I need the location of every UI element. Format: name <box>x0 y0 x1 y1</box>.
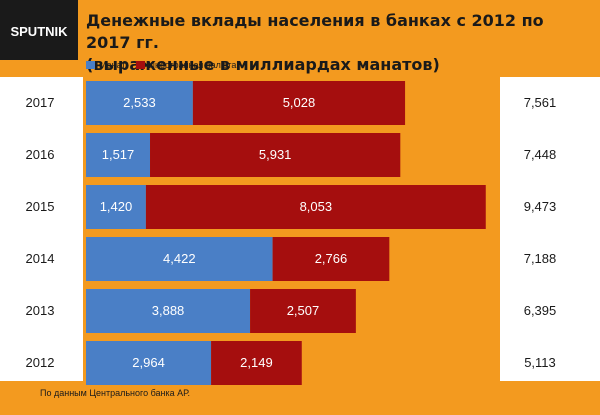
bar-label-manat-2012: 2,964 <box>132 355 165 370</box>
svg-text:SPUTNIK: SPUTNIK <box>10 24 68 39</box>
bar-manat-2014 <box>86 237 273 281</box>
bar-label-foreign-currency-2016: 5,931 <box>259 147 292 162</box>
legend-item-foreign-currency: Иностранная валюта <box>135 60 237 70</box>
bar-label-foreign-currency-2013: 2,507 <box>287 303 320 318</box>
chart-title-line-1: Денежные вклады населения в банках с 201… <box>86 11 544 52</box>
bar-foreign-currency-2013 <box>250 289 356 333</box>
bar-manat-2016 <box>86 133 151 177</box>
legend-label-foreign-currency: Иностранная валюта <box>148 60 237 70</box>
legend-item-manat: Манат <box>86 60 126 70</box>
bar-foreign-currency-2015 <box>145 185 486 229</box>
bar-foreign-currency-2016 <box>150 133 401 177</box>
bar-label-manat-2014: 4,422 <box>163 251 196 266</box>
bar-foreign-currency-2017 <box>192 81 406 125</box>
bar-foreign-currency-2014 <box>272 237 390 281</box>
bar-label-manat-2015: 1,420 <box>100 199 133 214</box>
bar-label-foreign-currency-2017: 5,028 <box>283 95 316 110</box>
bar-manat-2015 <box>86 185 146 229</box>
year-label-panel <box>0 77 83 381</box>
bar-manat-2012 <box>86 341 212 385</box>
total-label-panel <box>500 77 600 381</box>
bar-label-manat-2017: 2,533 <box>123 95 156 110</box>
bar-label-foreign-currency-2012: 2,149 <box>240 355 273 370</box>
bar-manat-2013 <box>86 289 251 333</box>
legend-swatch-manat <box>86 61 95 69</box>
sputnik-logo: SPUTNIK <box>0 0 78 60</box>
legend-label-manat: Манат <box>99 60 126 70</box>
bar-label-manat-2013: 3,888 <box>152 303 185 318</box>
legend: Манат Иностранная валюта <box>86 60 236 70</box>
bar-foreign-currency-2012 <box>211 341 302 385</box>
bar-label-manat-2016: 1,517 <box>102 147 135 162</box>
bar-label-foreign-currency-2014: 2,766 <box>315 251 348 266</box>
chart-title: Денежные вклады населения в банках с 201… <box>86 10 586 76</box>
bar-manat-2017 <box>86 81 193 125</box>
chart-title-line-2: (выраженные в миллиардах манатов) <box>86 55 440 74</box>
source-note: По данным Центрального банка АР. <box>40 388 190 398</box>
legend-swatch-foreign-currency <box>135 61 145 69</box>
bar-label-foreign-currency-2015: 8,053 <box>300 199 333 214</box>
